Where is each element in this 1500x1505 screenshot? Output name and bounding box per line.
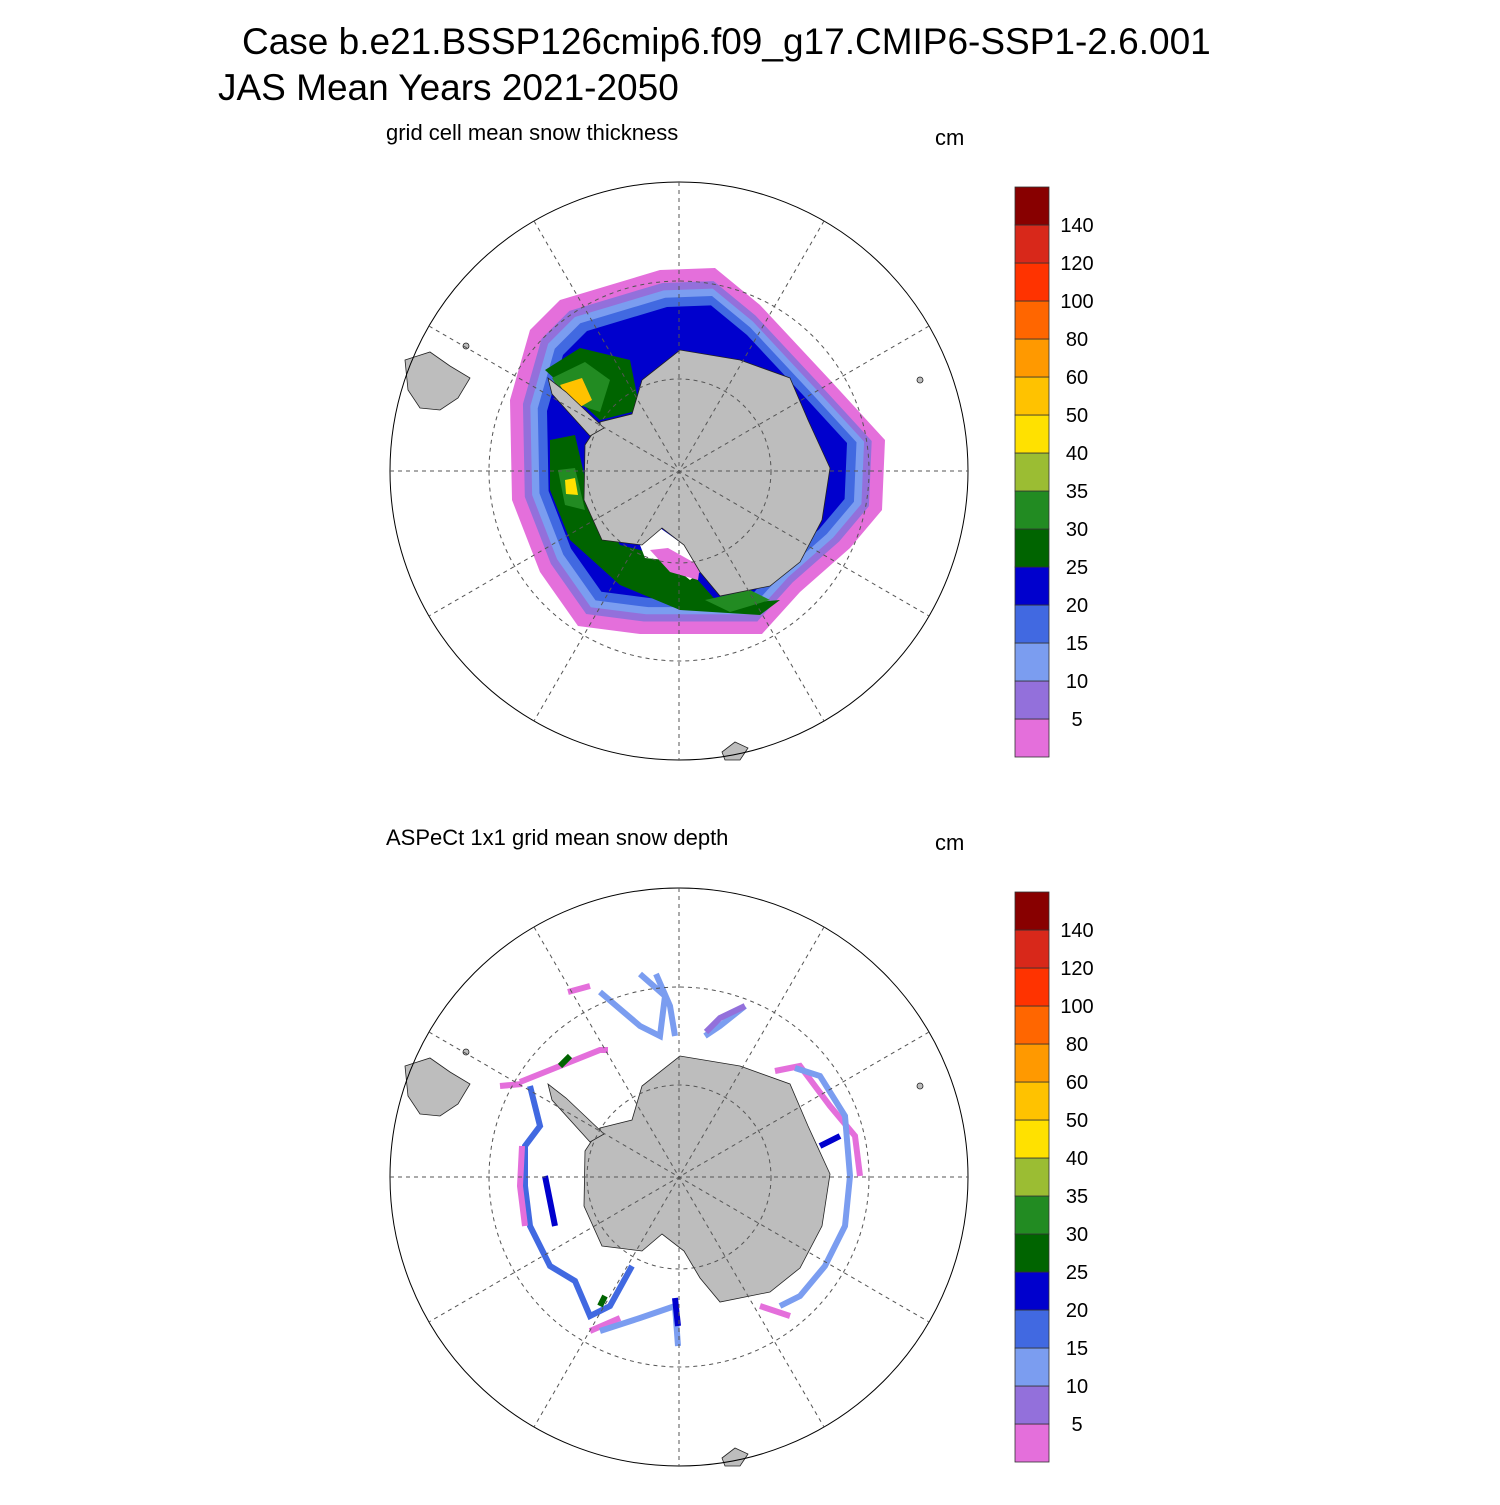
colorbar-box	[1014, 1271, 1050, 1311]
colorbar-box	[1014, 1081, 1050, 1121]
colorbar-label: 140	[1060, 215, 1093, 237]
colorbar-label: 60	[1066, 367, 1088, 389]
colorbar-label: 10	[1066, 1376, 1088, 1398]
colorbar-label: 120	[1060, 253, 1093, 275]
colorbar-box	[1014, 1423, 1050, 1463]
units-label: cm	[935, 830, 964, 855]
colorbar-label: 15	[1066, 1338, 1088, 1360]
colorbar-label: 25	[1066, 557, 1088, 579]
colorbar-box	[1014, 338, 1050, 378]
colorbar-box	[1014, 300, 1050, 340]
colorbar-label: 20	[1066, 595, 1088, 617]
colorbar-box	[1014, 1043, 1050, 1083]
colorbar-label: 20	[1066, 1300, 1088, 1322]
colorbar-box	[1014, 376, 1050, 416]
colorbar-box	[1014, 262, 1050, 302]
colorbar-label: 25	[1066, 1262, 1088, 1284]
map-grid	[389, 181, 969, 761]
colorbar-label: 50	[1066, 1110, 1088, 1132]
colorbar-box	[1014, 718, 1050, 758]
colorbar-label: 5	[1071, 1414, 1082, 1436]
title-line1: Case b.e21.BSSP126cmip6.f09_g17.CMIP6-SS…	[242, 21, 1211, 62]
map-bottom	[389, 887, 969, 1467]
colorbar-box	[1014, 1005, 1050, 1045]
title-line2: JAS Mean Years 2021-2050	[218, 67, 679, 108]
colorbar-label: 30	[1066, 519, 1088, 541]
colorbar-label: 100	[1060, 291, 1093, 313]
colorbar-label: 80	[1066, 329, 1088, 351]
colorbar-label: 35	[1066, 481, 1088, 503]
colorbar-box	[1014, 680, 1050, 720]
colorbar-label: 140	[1060, 920, 1093, 942]
colorbar-box	[1014, 929, 1050, 969]
colorbar-label: 80	[1066, 1034, 1088, 1056]
colorbar-box	[1014, 528, 1050, 568]
colorbar-label: 60	[1066, 1072, 1088, 1094]
units-label: cm	[935, 125, 964, 150]
colorbar-label: 40	[1066, 1148, 1088, 1170]
colorbar-box	[1014, 452, 1050, 492]
colorbar-label: 120	[1060, 958, 1093, 980]
colorbar-box	[1014, 490, 1050, 530]
colorbar-label: 10	[1066, 671, 1088, 693]
observation-tracks	[499, 971, 863, 1347]
colorbar-box	[1014, 1233, 1050, 1273]
colorbar-label: 100	[1060, 996, 1093, 1018]
colorbar-box	[1014, 1157, 1050, 1197]
colorbar-box	[1014, 1385, 1050, 1425]
colorbar-box	[1014, 967, 1050, 1007]
colorbar-box	[1014, 891, 1050, 931]
colorbar-label: 15	[1066, 633, 1088, 655]
colorbar-label: 30	[1066, 1224, 1088, 1246]
colorbar-label: 35	[1066, 1186, 1088, 1208]
colorbar-box	[1014, 186, 1050, 226]
colorbar-box	[1014, 642, 1050, 682]
colorbar-box	[1014, 224, 1050, 264]
colorbar-box	[1014, 1347, 1050, 1387]
colorbar-box	[1014, 1195, 1050, 1235]
colorbar-box	[1014, 1309, 1050, 1349]
colorbar-box	[1014, 566, 1050, 606]
colorbar-box	[1014, 414, 1050, 454]
colorbar-box	[1014, 1119, 1050, 1159]
colorbar-label: 50	[1066, 405, 1088, 427]
colorbar-box	[1014, 604, 1050, 644]
colorbar-label: 5	[1071, 709, 1082, 731]
panel-title: grid cell mean snow thickness	[386, 120, 678, 145]
colorbar-label: 40	[1066, 443, 1088, 465]
panel-title: ASPeCt 1x1 grid mean snow depth	[386, 825, 728, 850]
map-top	[389, 181, 969, 761]
map-grid	[389, 887, 969, 1467]
